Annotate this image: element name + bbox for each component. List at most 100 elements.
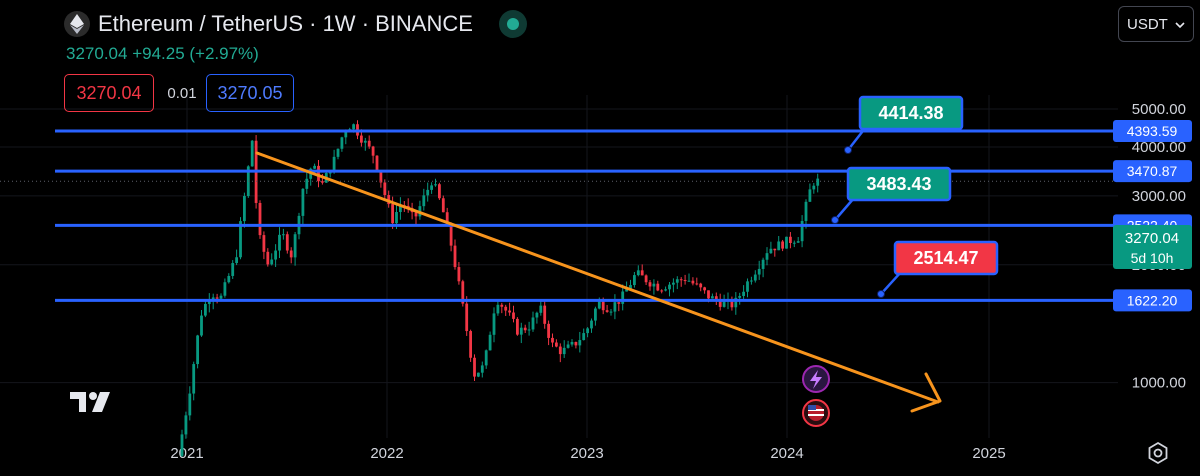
buy-button[interactable]: 3270.05 — [206, 74, 294, 112]
candle-body — [250, 140, 254, 167]
candle-body — [640, 270, 644, 276]
flag-canton — [808, 405, 816, 410]
candle-body — [812, 185, 816, 190]
candle-body — [597, 301, 601, 309]
candle-body — [223, 282, 227, 296]
tradingview-logo-icon[interactable] — [70, 390, 116, 419]
candle-body — [480, 365, 484, 373]
candle-body — [789, 236, 792, 244]
candle-body — [504, 306, 508, 311]
candle-body — [336, 148, 340, 157]
symbol-title: Ethereum / TetherUS · 1W · BINANCE — [98, 11, 473, 36]
candle-body — [461, 281, 465, 304]
candle-body — [734, 297, 738, 308]
x-tick-label: 2021 — [170, 445, 203, 462]
candle-body — [519, 327, 523, 335]
candle-body — [746, 281, 749, 292]
currency-value: USDT — [1127, 15, 1168, 33]
candle-body — [188, 393, 192, 416]
candle-body — [785, 236, 788, 249]
candle-body — [282, 234, 285, 236]
x-tick-label: 2024 — [770, 445, 803, 462]
candle-body — [761, 259, 765, 269]
candle-body — [648, 282, 652, 287]
candle-body — [391, 204, 394, 224]
price-callout-label: 2514.47 — [913, 248, 978, 268]
candle-body — [445, 212, 449, 224]
candle-body — [652, 283, 656, 287]
candle-body — [570, 342, 574, 345]
candle-body — [617, 302, 621, 304]
candle-body — [668, 284, 671, 290]
candle-body — [625, 289, 628, 292]
candle-body — [687, 280, 691, 282]
level-price-label: 3470.87 — [1127, 163, 1178, 179]
symbol-header[interactable]: Ethereum / TetherUS · 1W · BINANCE — [64, 10, 527, 38]
trendline[interactable] — [255, 151, 940, 404]
level-price-tag — [1113, 119, 1192, 142]
candle-body — [773, 248, 777, 251]
candle-body — [305, 178, 309, 189]
candle-body — [235, 257, 238, 264]
candle-body — [757, 268, 761, 275]
price-callout-box[interactable] — [893, 240, 999, 276]
candle-body — [562, 347, 566, 355]
candle-body — [516, 318, 519, 335]
candle-body — [629, 285, 632, 290]
ethereum-logo-icon — [64, 11, 90, 37]
candle-body — [750, 280, 753, 282]
flag-stripe — [808, 414, 824, 416]
price-callout-box[interactable] — [846, 166, 952, 202]
candle-body — [414, 212, 418, 217]
candle-body — [379, 170, 383, 183]
candle-body — [590, 320, 593, 329]
candle-body — [399, 205, 402, 213]
candle-body — [367, 140, 371, 147]
candle-body — [262, 235, 266, 252]
callout-pointer — [880, 271, 902, 295]
candle-body — [594, 308, 597, 321]
level-price-label: 4393.59 — [1127, 123, 1178, 139]
currency-select[interactable]: USDT — [1118, 6, 1194, 42]
candle-body — [488, 334, 492, 351]
candle-body — [278, 234, 281, 251]
market-status-icon[interactable] — [498, 10, 527, 38]
callout-anchor — [844, 146, 852, 154]
callout-anchor — [877, 290, 885, 298]
price-callout-label: 4414.38 — [878, 103, 943, 123]
candle-body — [675, 279, 679, 283]
candle-body — [718, 300, 722, 307]
candle-body — [430, 185, 433, 190]
candle-body — [266, 251, 270, 265]
candle-body — [258, 202, 262, 236]
candle-body — [340, 137, 344, 149]
candle-body — [484, 350, 488, 366]
candle-body — [800, 220, 804, 242]
candle-body — [200, 315, 203, 336]
candle-body — [441, 198, 445, 213]
candle-body — [753, 274, 757, 281]
candle-body — [239, 221, 242, 258]
candle-body — [523, 327, 527, 331]
candle-body — [574, 342, 578, 346]
sell-button[interactable]: 3270.04 — [64, 74, 154, 112]
candle-body — [707, 290, 710, 299]
x-tick-label: 2025 — [972, 445, 1005, 462]
candle-body — [477, 372, 480, 377]
chevron-down-icon — [1175, 16, 1185, 33]
candle-body — [636, 270, 640, 276]
candle-body — [270, 259, 274, 265]
candle-body — [816, 178, 820, 186]
candle-body — [730, 299, 734, 308]
candle-body — [363, 140, 367, 143]
price-callout-box[interactable] — [858, 95, 964, 131]
bar-countdown-label: 5d 10h — [1131, 250, 1174, 266]
candle-body — [531, 317, 535, 330]
candle-body — [371, 146, 375, 156]
candle-body — [473, 357, 476, 377]
candle-body — [808, 189, 812, 202]
candle-body — [227, 275, 231, 283]
settings-icon[interactable] — [1146, 441, 1170, 470]
candle-body — [438, 184, 441, 199]
